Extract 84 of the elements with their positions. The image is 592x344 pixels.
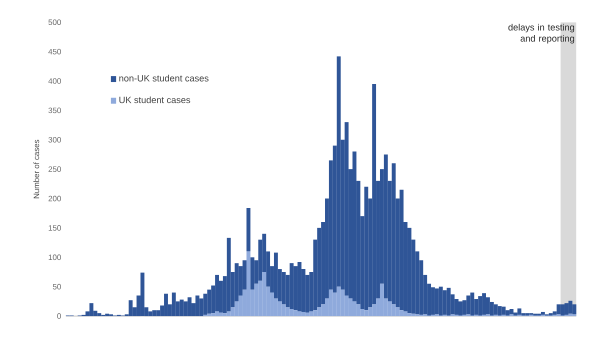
bar <box>222 313 227 316</box>
bar <box>517 308 522 316</box>
bar <box>188 297 192 316</box>
bar <box>560 304 565 316</box>
bar <box>294 266 298 310</box>
bar <box>105 314 110 316</box>
bar <box>274 252 278 299</box>
bar <box>510 309 514 315</box>
bar <box>564 303 568 316</box>
bar <box>388 302 392 316</box>
bar <box>411 314 416 316</box>
bar <box>246 252 250 316</box>
bar <box>262 272 266 316</box>
bar <box>438 286 443 316</box>
bar <box>246 208 250 252</box>
bar <box>152 310 156 316</box>
bar <box>184 302 188 316</box>
bar <box>294 310 298 316</box>
bar <box>97 313 102 316</box>
bar <box>494 304 498 316</box>
bar <box>396 307 400 316</box>
bar <box>502 306 506 316</box>
bar <box>195 296 200 316</box>
bar <box>211 313 216 316</box>
annotation: delays in testing and reporting <box>508 24 574 44</box>
bar <box>278 302 282 316</box>
bar <box>290 309 294 316</box>
bar <box>226 238 231 312</box>
bar <box>301 312 306 316</box>
bar <box>215 275 219 312</box>
bar <box>207 290 212 314</box>
bar <box>540 312 545 316</box>
bar <box>466 296 470 315</box>
bar <box>207 314 212 316</box>
bar <box>148 312 152 316</box>
bar <box>442 290 447 316</box>
bar <box>219 312 223 316</box>
bar <box>336 286 341 316</box>
legend-label: non-UK student cases <box>119 74 209 82</box>
bar <box>572 304 576 315</box>
bar <box>290 263 294 310</box>
bar <box>486 297 490 315</box>
bar <box>140 272 144 316</box>
bar <box>568 301 572 314</box>
bar <box>250 258 254 290</box>
bar <box>180 300 184 316</box>
bar <box>407 313 412 316</box>
bar <box>352 302 356 316</box>
bar <box>128 300 133 316</box>
bar <box>434 288 439 315</box>
bar <box>525 313 530 316</box>
bar <box>513 312 518 316</box>
bar <box>352 152 356 302</box>
bar <box>506 310 510 316</box>
bar <box>317 307 322 316</box>
bar <box>89 303 94 316</box>
bar <box>372 84 376 305</box>
bar <box>328 290 333 316</box>
bar <box>568 314 572 316</box>
bar <box>548 313 553 316</box>
bar <box>400 310 404 316</box>
bar <box>446 288 451 316</box>
bar <box>164 294 168 316</box>
bar <box>313 310 318 316</box>
bar <box>556 304 561 315</box>
bar <box>478 296 482 316</box>
bar <box>356 304 360 316</box>
bar <box>305 312 310 316</box>
legend-label: UK student cases <box>119 96 190 104</box>
bar <box>254 284 258 316</box>
bar <box>368 307 372 316</box>
bar <box>282 304 286 316</box>
bar <box>203 294 208 316</box>
bar <box>404 312 408 316</box>
bar <box>282 272 286 305</box>
bar <box>364 310 368 316</box>
bar <box>172 292 176 316</box>
bar <box>384 154 388 299</box>
bar <box>344 122 349 296</box>
bar <box>340 290 345 316</box>
bar <box>498 306 502 316</box>
bar <box>226 312 231 316</box>
bar <box>400 190 404 310</box>
bar <box>380 284 384 316</box>
